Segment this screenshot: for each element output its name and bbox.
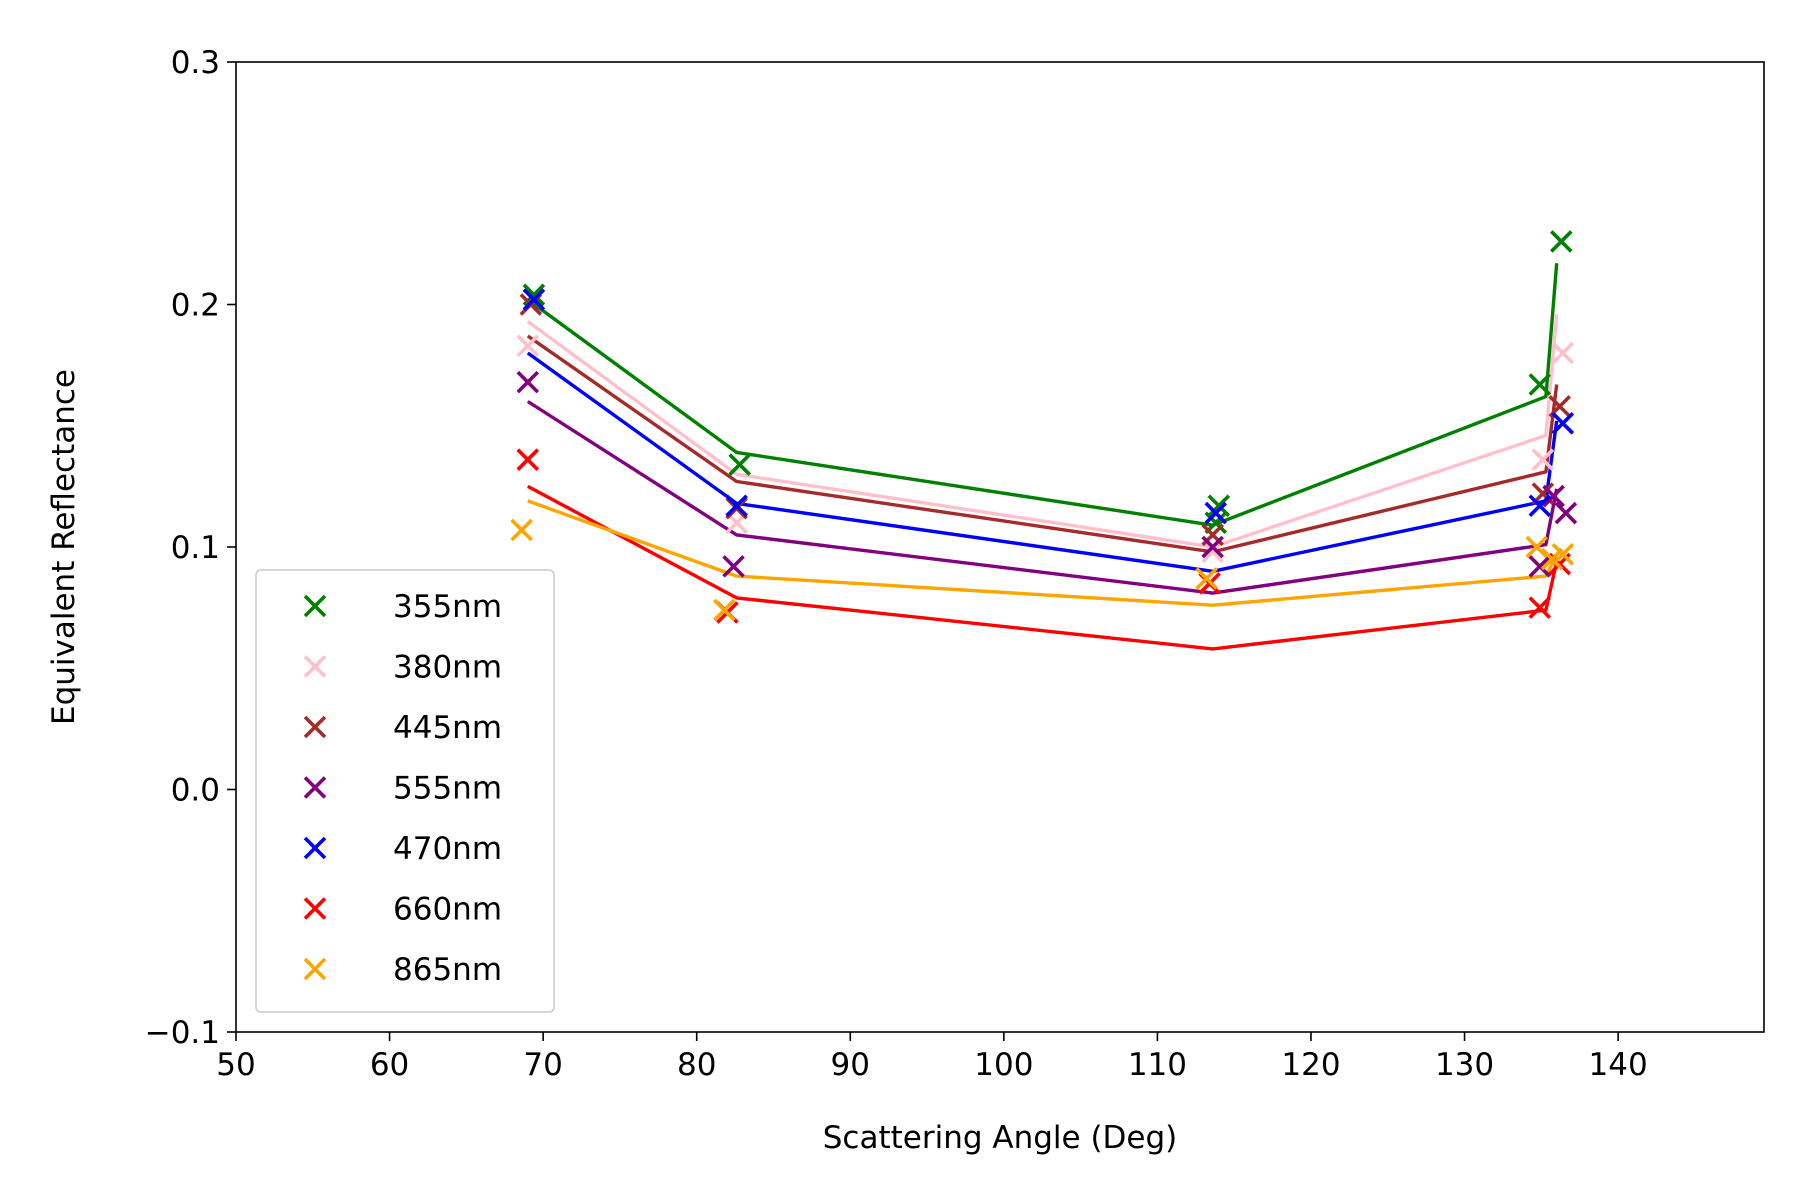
series-line-355nm [526,263,1559,527]
data-point-380nm [1551,341,1575,365]
data-point-380nm [1201,540,1224,564]
x-tick-label: 50 [216,1047,255,1083]
data-point-555nm [516,370,540,394]
y-tick-label: 0.1 [171,530,220,566]
y-tick-label: 0.3 [171,45,220,81]
series-line-660nm [526,484,1559,651]
y-tick-label: 0.0 [171,773,220,809]
legend: 355nm 380nm 445nm 555nm 470nm 660nm 865nm [255,569,555,1013]
y-tick-label: 0.2 [171,288,220,324]
legend-marker-555nm [303,776,327,799]
data-point-865nm [510,518,533,542]
data-point-470nm [1551,412,1575,435]
legend-label: 355nm [393,589,502,625]
data-point-865nm [1195,567,1218,590]
series-lines [526,263,1559,651]
x-tick-label: 60 [370,1047,409,1083]
data-point-470nm [522,288,546,311]
x-tick-label: 80 [677,1047,716,1083]
legend-marker-660nm [303,897,327,920]
data-point-355nm [1207,494,1231,518]
y-axis-label: Equivalent Reflectance [46,369,82,725]
legend-label: 445nm [393,710,502,746]
data-point-555nm [1528,555,1552,578]
data-point-660nm [1528,596,1552,619]
x-axis-label: Scattering Angle (Deg) [823,1120,1178,1156]
series-line-865nm [527,499,1559,607]
data-point-445nm [1548,395,1572,418]
data-point-555nm [1554,501,1578,525]
data-point-555nm [722,555,745,578]
legend-marker-380nm [303,655,327,678]
data-point-355nm [1528,373,1552,396]
series-markers [510,230,1578,624]
y-axis-ticks: −0.1 0.0 0.1 0.2 0.3 [145,45,236,1051]
data-point-555nm [1542,484,1565,508]
x-tick-label: 130 [1435,1047,1494,1083]
legend-label: 865nm [393,952,502,988]
legend-marker-445nm [303,715,327,739]
x-tick-label: 100 [974,1047,1033,1083]
data-point-380nm [1531,448,1555,471]
legend-label: 555nm [393,771,502,807]
legend-marker-355nm [303,594,327,618]
data-point-355nm [728,453,751,476]
legend-marker-470nm [303,836,327,860]
legend-box [255,569,555,1013]
legend-label: 380nm [393,650,502,686]
data-point-355nm [1550,230,1573,253]
data-point-470nm [725,494,748,518]
y-tick-label: −0.1 [145,1015,220,1051]
data-point-865nm [1525,535,1548,559]
data-point-380nm [516,334,540,357]
data-point-865nm [713,598,736,622]
legend-marker-865nm [303,957,327,981]
legend-label: 660nm [393,892,502,928]
series-line-380nm [526,314,1559,549]
series-line-555nm [526,400,1559,595]
x-tick-label: 90 [831,1047,870,1083]
x-tick-label: 120 [1281,1047,1340,1083]
data-point-470nm [1204,501,1228,525]
data-point-865nm [1551,543,1575,566]
x-tick-label: 110 [1128,1047,1187,1083]
x-tick-label: 70 [523,1047,562,1083]
x-axis-ticks: 50 60 70 80 90 100 110 120 130 140 [216,1032,1648,1083]
x-tick-label: 140 [1589,1047,1648,1083]
legend-label: 470nm [393,831,502,867]
series-line-470nm [526,351,1559,573]
data-point-470nm [1528,494,1552,518]
data-point-660nm [516,448,540,471]
data-point-555nm [1201,535,1224,559]
